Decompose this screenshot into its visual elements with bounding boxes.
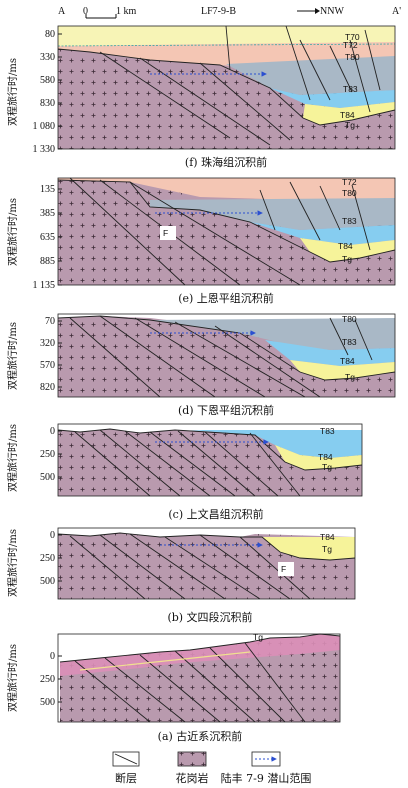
horizon-label: T70	[345, 32, 360, 42]
panel-caption: (c) 上文昌组沉积前	[168, 507, 263, 521]
well-label: LF7-9-B	[201, 6, 236, 17]
horizon-label: T72	[343, 40, 358, 50]
horizon-label: Tg	[342, 254, 352, 264]
legend-fault: 断层	[112, 751, 140, 785]
panel-caption: (f) 珠海组沉积前	[185, 155, 267, 169]
horizon-label: Tg	[322, 544, 332, 554]
figure-header: A A' 0 1 km LF7-9-B NNW	[58, 6, 401, 19]
y-axis-label: 双程旅行时/ms	[6, 322, 19, 390]
fault-label: F	[163, 228, 168, 238]
y-axis-label: 双程旅行时/ms	[6, 58, 19, 126]
y-tick-label: 135	[40, 184, 55, 195]
y-tick-label: 885	[40, 256, 55, 267]
panel-a: Tg 0 250 500 双程旅行时/ms (a) 古近系沉积前	[6, 632, 341, 743]
y-tick-label: 80	[45, 29, 55, 40]
section-end-right: A'	[392, 6, 401, 17]
horizon-label: T80	[342, 188, 357, 198]
y-tick-label: 570	[40, 360, 55, 371]
panel-b: F T84 Tg 0 250 500 双程旅行时/ms (b) 文四段沉积前	[6, 527, 356, 624]
horizon-label: T72	[342, 177, 357, 187]
y-tick-label: 250	[40, 674, 55, 685]
y-tick-label: 1 135	[33, 280, 56, 291]
y-axis-e: 135 385 635 885 1 135	[33, 184, 62, 291]
panel-caption: (e) 上恩平组沉积前	[178, 291, 274, 305]
y-tick-label: 330	[40, 52, 55, 63]
y-axis-label: 双程旅行时/ms	[6, 424, 19, 492]
panel-c: T83 T84 Tg 0 250 500 双程旅行时/ms (c) 上文昌组沉积…	[6, 423, 363, 521]
panel-caption: (a) 古近系沉积前	[158, 729, 243, 743]
legend-buried-hill-label: 陆丰 7-9 潜山范围	[221, 771, 312, 785]
y-axis-f: 80 330 580 830 1 080 1 330	[33, 29, 62, 155]
legend-granite: 花岗岩	[176, 751, 209, 785]
y-axis-d: 70 320 570 820	[40, 316, 62, 393]
y-tick-label: 0	[50, 426, 55, 437]
horizon-label: T84	[338, 241, 353, 251]
panel-caption: (b) 文四段沉积前	[167, 610, 252, 624]
horizon-label: T84	[340, 110, 355, 120]
panel-caption: (d) 下恩平组沉积前	[178, 403, 274, 417]
y-tick-label: 500	[40, 576, 55, 587]
y-axis-label: 双程旅行时/ms	[6, 644, 19, 712]
y-tick-label: 830	[40, 98, 55, 109]
legend-buried-hill: 陆丰 7-9 潜山范围	[221, 751, 312, 785]
panel-d: T80 T83 T84 Tg 70 320 570 820 双程旅行时/ms (…	[6, 313, 396, 417]
horizon-label: T84	[318, 452, 333, 462]
y-axis-a: 0 250 500	[40, 651, 62, 708]
horizon-label: Tg	[322, 462, 332, 472]
fault-label: F	[281, 564, 286, 574]
y-axis-label: 双程旅行时/ms	[6, 529, 19, 597]
y-tick-label: 1 330	[33, 144, 56, 155]
horizon-label: T83	[343, 84, 358, 94]
scale-zero: 0	[83, 6, 88, 17]
horizon-label: T83	[342, 216, 357, 226]
horizon-label: T84	[340, 356, 355, 366]
y-tick-label: 385	[40, 208, 55, 219]
y-tick-label: 1 080	[33, 121, 56, 132]
panel-e: F T72 T80 T83 T84 Tg 135 385 635 885 1 1…	[6, 177, 396, 305]
horizon-label: Tg	[253, 632, 263, 642]
horizon-label: Tg	[345, 372, 355, 382]
horizon-label: T83	[342, 337, 357, 347]
y-axis-c: 0 250 500	[40, 426, 62, 483]
y-tick-label: 580	[40, 75, 55, 86]
horizon-label: T83	[320, 426, 335, 436]
panel-f: T70 T72 T80 T83 T84 Tg 80 330 580 830 1 …	[6, 25, 396, 169]
y-tick-label: 500	[40, 697, 55, 708]
direction-indicator: NNW	[297, 6, 344, 17]
direction-label: NNW	[320, 6, 344, 17]
legend-granite-label: 花岗岩	[176, 771, 209, 785]
legend: 断层 花岗岩 陆丰 7-9 潜山范围	[112, 751, 312, 785]
y-tick-label: 250	[40, 553, 55, 564]
horizon-label: T84	[320, 532, 335, 542]
y-axis-label: 双程旅行时/ms	[6, 198, 19, 266]
horizon-label: Tg	[345, 120, 355, 130]
horizon-label: T80	[342, 314, 357, 324]
legend-fault-label: 断层	[115, 771, 137, 785]
y-tick-label: 0	[50, 651, 55, 662]
y-tick-label: 70	[45, 316, 55, 327]
y-tick-label: 635	[40, 232, 55, 243]
y-tick-label: 250	[40, 449, 55, 460]
y-tick-label: 0	[50, 530, 55, 541]
section-end-left: A	[58, 6, 66, 17]
scale-label: 1 km	[116, 6, 137, 17]
y-tick-label: 320	[40, 338, 55, 349]
y-tick-label: 820	[40, 382, 55, 393]
horizon-label: T80	[345, 52, 360, 62]
scale-bar: 0 1 km	[83, 6, 137, 19]
y-tick-label: 500	[40, 472, 55, 483]
y-axis-b: 0 250 500	[40, 530, 62, 587]
